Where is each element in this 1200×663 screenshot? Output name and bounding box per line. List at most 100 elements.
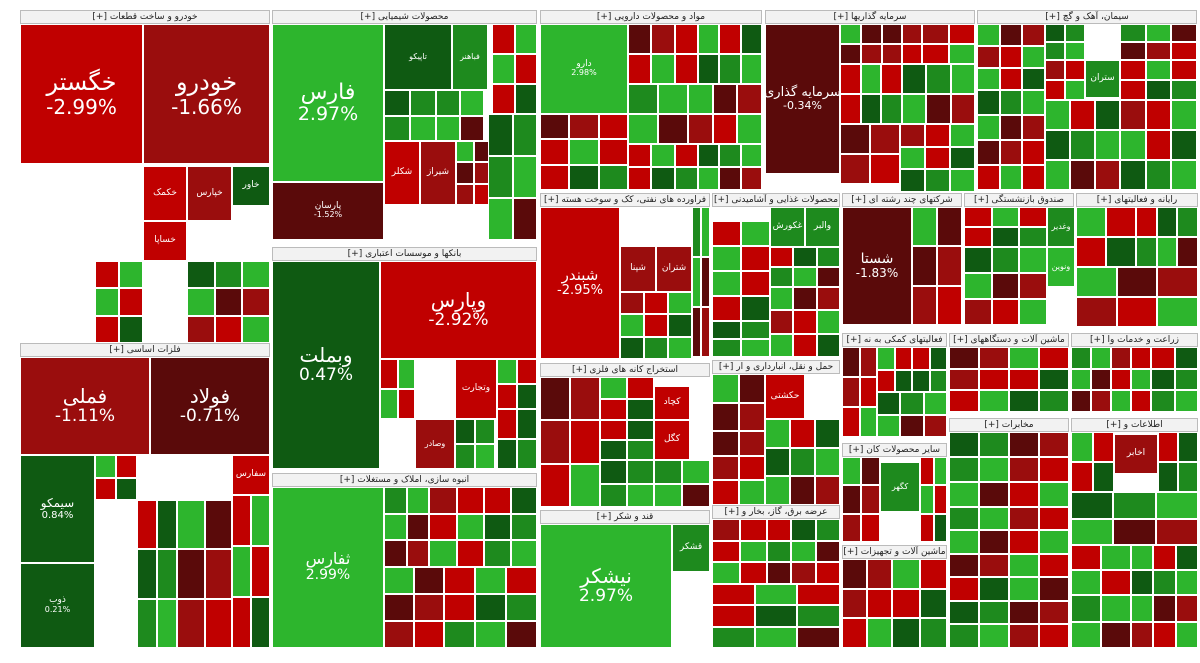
stock-tile[interactable] [177,500,205,550]
stock-tile[interactable] [540,420,570,464]
stock-tile[interactable] [920,513,934,542]
stock-tile[interactable] [977,90,1000,115]
stock-tile[interactable] [1045,80,1065,100]
stock-tile[interactable] [712,480,739,505]
stock-tile[interactable] [628,54,652,84]
stock-tile[interactable] [1131,368,1151,391]
stock-tile[interactable]: سفارس [232,455,270,495]
stock-tile[interactable] [791,519,816,541]
stock-tile[interactable] [1131,595,1154,622]
stock-tile[interactable] [95,261,119,289]
stock-tile[interactable] [712,402,739,431]
stock-tile[interactable] [444,594,475,621]
stock-tile[interactable] [977,165,1000,190]
stock-tile[interactable] [739,540,767,563]
stock-tile[interactable] [842,588,867,619]
stock-tile[interactable]: خساپا [143,221,187,261]
stock-tile[interactable] [1171,24,1197,42]
stock-tile[interactable] [627,377,654,399]
stock-tile[interactable] [627,420,654,440]
stock-tile[interactable] [410,115,436,141]
stock-tile[interactable] [933,485,947,514]
stock-tile[interactable] [455,444,475,469]
stock-tile[interactable] [1009,624,1039,648]
stock-tile[interactable]: وپارس -2.92% [380,261,537,359]
stock-tile[interactable] [949,507,979,531]
stock-tile[interactable] [860,94,882,124]
stock-tile[interactable] [517,384,537,409]
stock-tile[interactable] [767,519,792,541]
stock-tile[interactable] [475,567,506,594]
stock-tile[interactable]: شیراز [420,141,456,205]
stock-tile[interactable] [1175,545,1198,570]
stock-tile[interactable] [456,162,474,184]
stock-tile[interactable] [949,577,979,601]
stock-tile[interactable] [1095,130,1120,160]
stock-tile[interactable] [651,24,675,54]
stock-tile[interactable] [119,261,143,289]
stock-tile[interactable] [692,207,701,257]
stock-tile[interactable] [815,419,840,448]
stock-tile[interactable] [979,624,1009,648]
stock-tile[interactable] [177,598,205,648]
stock-tile[interactable] [1174,390,1198,412]
stock-tile[interactable] [1039,530,1069,554]
stock-tile[interactable] [1111,347,1131,369]
stock-tile[interactable] [1071,390,1091,412]
stock-tile[interactable] [1157,267,1198,297]
stock-tile[interactable] [816,267,840,287]
stock-tile[interactable] [1106,237,1136,267]
stock-tile[interactable]: کگل [654,420,690,460]
stock-tile[interactable] [1151,390,1175,412]
stock-tile[interactable] [1039,390,1069,412]
stock-tile[interactable] [1111,390,1131,412]
stock-tile[interactable] [741,296,770,321]
stock-tile[interactable] [793,310,817,334]
stock-tile[interactable] [232,597,251,648]
stock-tile[interactable] [948,44,975,64]
stock-tile[interactable] [384,540,407,567]
stock-tile[interactable] [894,347,912,370]
stock-tile[interactable] [920,485,934,514]
sector-header[interactable]: قند و شکر [+] [540,510,710,524]
stock-tile[interactable]: خگستر -2.99% [20,24,143,164]
stock-tile[interactable] [658,114,688,144]
sector-header[interactable]: سرمایه گذاریها [+] [765,10,975,24]
stock-tile[interactable] [1019,247,1047,273]
stock-tile[interactable] [919,559,947,589]
stock-tile[interactable] [979,530,1009,554]
stock-tile[interactable] [682,460,710,484]
stock-tile[interactable] [861,24,882,44]
sector-header[interactable]: مواد و محصولات دارویی [+] [540,10,762,24]
stock-tile[interactable] [384,90,410,116]
stock-tile[interactable] [242,315,270,343]
stock-tile[interactable] [950,146,975,170]
sector-header[interactable]: عرضه برق، گاز، بخار و [+] [712,505,840,519]
stock-tile[interactable] [870,154,900,184]
stock-tile[interactable] [840,44,861,64]
sector-header[interactable]: ماشین آلات و تجهیزات [+] [842,545,947,559]
stock-tile[interactable]: پارسان -1.52% [272,182,384,240]
stock-tile[interactable] [1045,130,1070,160]
stock-tile[interactable] [815,540,840,563]
stock-tile[interactable] [460,90,484,116]
stock-tile[interactable] [737,84,762,114]
stock-tile[interactable] [1155,518,1198,545]
stock-tile[interactable] [949,553,979,577]
stock-tile[interactable] [204,500,232,550]
stock-tile[interactable]: شبندر -2.95% [540,207,620,359]
stock-tile[interactable] [116,477,137,500]
stock-tile[interactable] [1120,100,1146,130]
stock-tile[interactable] [999,46,1023,68]
sector-header[interactable]: انبوه سازی، املاک و مستغلات [+] [272,473,537,487]
stock-tile[interactable] [569,139,599,165]
stock-tile[interactable] [919,618,947,648]
sector-header[interactable]: خودرو و ساخت قطعات [+] [20,10,270,24]
stock-tile[interactable] [569,164,599,190]
stock-tile[interactable] [644,336,668,359]
stock-tile[interactable] [1145,130,1172,160]
stock-tile[interactable] [712,562,740,584]
stock-tile[interactable] [119,315,143,343]
stock-tile[interactable]: قشکر [672,524,710,572]
stock-tile[interactable] [1071,545,1101,570]
